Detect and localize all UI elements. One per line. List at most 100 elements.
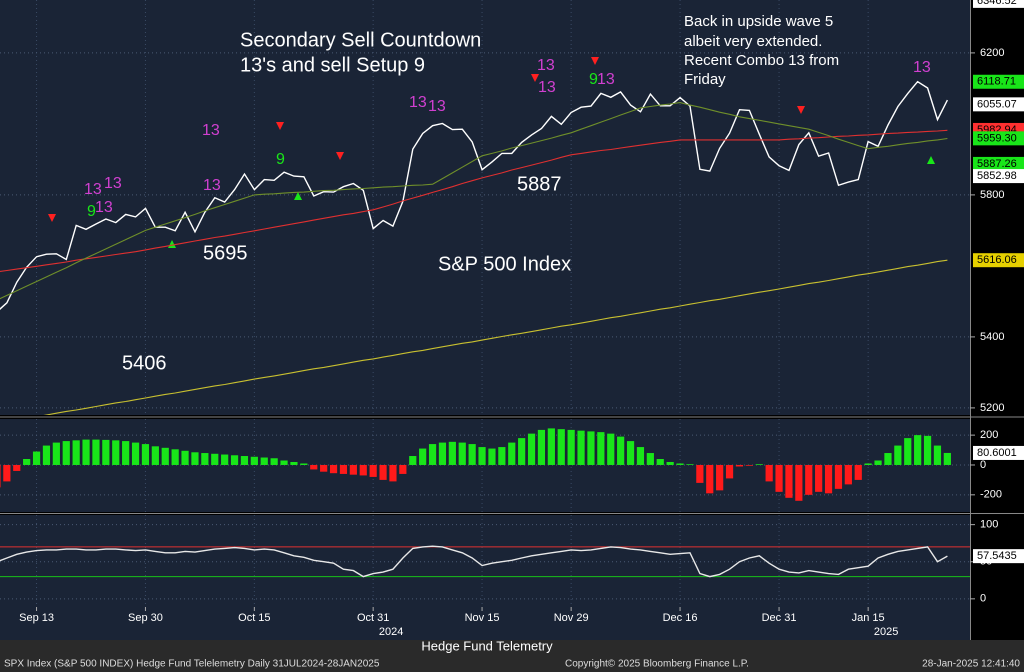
bar xyxy=(23,459,31,465)
bar xyxy=(617,436,625,465)
last-value-box xyxy=(973,549,1024,564)
series-line xyxy=(0,545,948,578)
bar xyxy=(537,429,546,465)
annotation: 13 xyxy=(84,181,102,198)
chart-title: S&P 500 Index xyxy=(438,253,571,275)
bar xyxy=(250,456,258,465)
last-value-box xyxy=(973,253,1024,268)
histogram-panel xyxy=(0,419,970,512)
bar xyxy=(369,464,377,477)
last-value-box xyxy=(973,74,1024,89)
bar xyxy=(389,464,397,482)
footer xyxy=(0,640,1024,672)
annotation: 5695 xyxy=(203,242,248,264)
bar xyxy=(409,456,417,465)
annotation: 13 xyxy=(409,94,427,111)
bar xyxy=(379,464,387,480)
bar xyxy=(92,439,100,465)
bar xyxy=(914,435,922,465)
bar xyxy=(230,455,239,465)
bar xyxy=(468,444,476,465)
last-value-label: 6118.71 xyxy=(977,76,1016,88)
y-tick-label: 5400 xyxy=(980,331,1004,343)
bar xyxy=(52,442,60,465)
last-value-box xyxy=(973,131,1024,146)
annotation: 13 xyxy=(537,57,555,74)
bar xyxy=(518,438,526,465)
bar xyxy=(498,447,506,465)
bar xyxy=(419,448,427,465)
bar xyxy=(547,428,555,465)
y-tick-label: 0 xyxy=(980,593,986,605)
bar xyxy=(458,442,466,465)
bar xyxy=(815,464,823,492)
sell-arrows xyxy=(48,57,805,222)
last-value-label: 6346.52 xyxy=(977,0,1017,7)
bar xyxy=(82,439,90,465)
bar xyxy=(171,449,179,465)
plot-0 xyxy=(0,52,970,415)
last-value-label: 80.6001 xyxy=(977,447,1017,459)
x-tick-label: Oct 31 xyxy=(357,612,389,624)
bar xyxy=(0,464,1,488)
bar xyxy=(755,464,763,465)
bar xyxy=(666,461,674,465)
bar xyxy=(42,445,51,465)
bar xyxy=(13,464,21,471)
y-tick-label: 6200 xyxy=(980,47,1004,59)
bar xyxy=(270,458,278,465)
plot-2 xyxy=(0,524,970,600)
bar xyxy=(161,447,169,465)
last-value-box xyxy=(973,0,1024,8)
bar xyxy=(686,464,694,465)
series-line xyxy=(0,102,948,300)
x-tick-label: Nov 29 xyxy=(554,612,589,624)
annotation: 13 xyxy=(428,98,446,115)
bar xyxy=(310,464,318,470)
footer-title: Hedge Fund Telemetry xyxy=(421,638,553,653)
y-tick-label: -200 xyxy=(980,489,1002,501)
bar xyxy=(300,463,308,465)
last-value-label: 6055.07 xyxy=(977,98,1017,110)
footer-copyright: Copyright© 2025 Bloomberg Finance L.P. xyxy=(565,659,749,670)
bar xyxy=(805,464,813,495)
annotation: Recent Combo 13 from xyxy=(684,52,839,69)
last-value-label: 5887.26 xyxy=(977,158,1017,170)
annotation: 9 xyxy=(276,151,285,168)
y-tick-label: 100 xyxy=(980,519,998,531)
bar xyxy=(32,451,41,465)
bar xyxy=(349,464,357,475)
annotation: 13 xyxy=(913,59,931,76)
plot-1 xyxy=(0,428,970,501)
bar xyxy=(527,433,536,465)
bar xyxy=(626,441,635,465)
bar xyxy=(656,459,664,465)
last-value-box xyxy=(973,169,1024,184)
y-tick-label: 0 xyxy=(980,459,986,471)
bar xyxy=(795,464,803,501)
bar xyxy=(725,464,734,479)
bar xyxy=(864,463,872,465)
annotation: 13 xyxy=(104,175,122,192)
bar xyxy=(62,441,70,465)
bar xyxy=(478,447,486,465)
x-tick-label: Jan 15 xyxy=(852,612,885,624)
bar xyxy=(834,464,843,489)
last-value-label: 5616.06 xyxy=(977,254,1017,266)
bar xyxy=(567,429,575,465)
annotation: Back in upside wave 5 xyxy=(684,13,833,30)
x-tick-label: Nov 15 xyxy=(465,612,500,624)
bar xyxy=(508,442,516,465)
series-line xyxy=(43,259,948,415)
bar xyxy=(488,448,496,465)
bar xyxy=(904,438,912,465)
bar xyxy=(587,431,595,465)
bar xyxy=(824,464,833,494)
y-tick-label: 5800 xyxy=(980,189,1004,201)
annotation: Secondary Sell Countdown xyxy=(240,29,481,51)
bar xyxy=(607,433,615,465)
bar xyxy=(765,464,773,482)
x-tick-label: Dec 31 xyxy=(762,612,797,624)
last-value-label: 5959.30 xyxy=(977,132,1017,144)
